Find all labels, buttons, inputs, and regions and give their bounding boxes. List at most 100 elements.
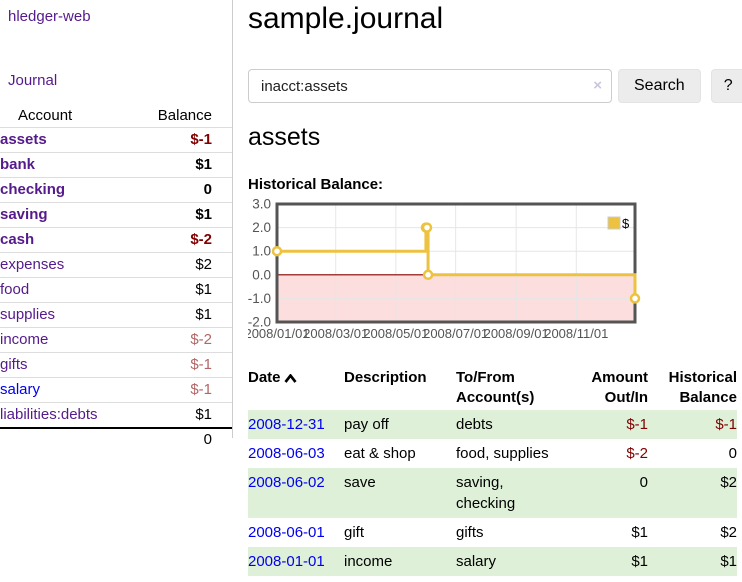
transaction-amount: $1 [631,524,648,541]
account-balance: $-2 [190,331,212,348]
brand-link[interactable]: hledger-web [8,8,91,25]
account-row-income: income $-2 [0,327,232,353]
account-balance: $1 [195,281,212,298]
transaction-amount: 0 [639,474,648,491]
register-row: 2008-06-01 gift gifts $1 $2 [248,518,737,547]
account-row-salary: salary $-1 [0,377,232,403]
transaction-description: save [344,474,376,491]
transaction-amount: $1 [631,553,648,570]
account-link[interactable]: assets [0,131,47,148]
transaction-date-link[interactable]: 2008-12-31 [248,416,325,433]
svg-text:0.0: 0.0 [252,267,271,282]
account-balance: $1 [195,306,212,323]
register-row: 2008-06-02 save saving, checking 0 $2 [248,468,737,518]
account-balance: $-1 [190,131,212,148]
account-link[interactable]: expenses [0,256,65,273]
svg-text:1.0: 1.0 [252,244,271,259]
accounts-total-value: 0 [203,431,212,448]
balance-column-header: Balance [157,107,212,124]
transaction-description: gift [344,524,365,541]
transaction-amount: $-1 [626,416,648,433]
svg-text:2008/11/01: 2008/11/01 [544,326,608,340]
account-row-assets: assets $-1 [0,128,232,153]
page-title: sample.journal [248,2,444,35]
date-column-header[interactable]: Date [248,366,344,410]
account-balance: $1 [195,206,212,223]
account-link[interactable]: bank [0,156,36,173]
description-column-header: Description [344,369,427,386]
account-row-expenses: expenses $2 [0,252,232,278]
transaction-date-link[interactable]: 2008-01-01 [248,553,325,570]
account-column-header: Account [18,107,73,124]
account-link[interactable]: saving [0,206,48,223]
svg-text:2008/07/01: 2008/07/01 [423,326,488,340]
account-link[interactable]: cash [0,231,35,248]
account-balance: $-1 [190,381,212,398]
transaction-date-link[interactable]: 2008-06-02 [248,474,325,491]
svg-text:2008/03/01: 2008/03/01 [303,326,368,340]
register-row: 2008-06-03 eat & shop food, supplies $-2 0 [248,439,737,468]
account-heading: assets [248,123,321,151]
transaction-accounts: gifts [456,524,484,541]
help-button[interactable]: ? [710,69,742,103]
balance-column-header-main: Historical Balance [668,369,737,406]
account-link[interactable]: gifts [0,356,28,373]
sort-ascending-icon [283,369,297,389]
accounts-table-header: Account Balance [0,104,232,128]
main-content: sample.journal × Search ? assets Histori… [244,0,742,576]
account-link[interactable]: salary [0,381,41,398]
svg-text:-2.0: -2.0 [248,315,271,330]
accounts-balance-table: Account Balance assets $-1 bank $1 checking 0… [0,104,232,452]
transaction-balance: $2 [720,474,737,491]
sidebar: hledger-web Journal Account Balance asse… [0,0,233,448]
account-row-gifts: gifts $-1 [0,352,232,378]
transaction-balance: 0 [728,445,737,462]
search-input[interactable] [248,69,612,103]
transaction-description: eat & shop [344,445,416,462]
svg-text:-1.0: -1.0 [248,291,271,306]
account-link[interactable]: food [0,281,30,298]
transaction-accounts: saving, checking [456,474,516,512]
sidebar-item-journal[interactable]: Journal [8,72,58,89]
account-balance: $1 [195,156,212,173]
account-link[interactable]: checking [0,181,66,198]
transaction-date-link[interactable]: 2008-06-03 [248,445,325,462]
amount-column-header: Amount Out/In [591,369,648,406]
transaction-description: pay off [344,416,389,433]
transaction-balance: $2 [720,524,737,541]
account-row-food: food $1 [0,277,232,303]
accounts-total-row: 0 [0,428,232,452]
account-link[interactable]: income [0,331,49,348]
transaction-date-link[interactable]: 2008-06-01 [248,524,325,541]
account-balance: $1 [195,406,212,423]
transaction-amount: $-2 [626,445,648,462]
account-row-liabilities-debts: liabilities:debts $1 [0,402,232,429]
account-row-saving: saving $1 [0,202,232,228]
transaction-balance: $-1 [715,416,737,433]
transaction-accounts: debts [456,416,493,433]
svg-text:2.0: 2.0 [252,220,271,235]
register-table: Date Description To/From Account(s) Amou… [248,366,737,576]
historical-balance-chart: $3.0 2.0 1.0 0.0 -1.0 -2.0 2008/01/01 2008/03/0… [244,197,737,344]
register-row: 2008-12-31 pay off debts $-1 $-1 [248,410,737,439]
account-row-checking: checking 0 [0,177,232,203]
transaction-accounts: salary [456,553,497,570]
account-link[interactable]: liabilities:debts [0,406,98,423]
search-form: × Search ? [248,69,742,103]
svg-text:2008/05/01: 2008/05/01 [363,326,428,340]
account-row-cash: cash $-2 [0,227,232,253]
account-balance: $-2 [190,231,212,248]
svg-text:3.0: 3.0 [252,198,271,212]
svg-text:2008/01/01: 2008/01/01 [248,326,310,340]
search-button[interactable]: Search [618,69,701,103]
register-row: 2008-01-01 income salary $1 $1 [248,547,737,576]
svg-text:2008/09/01: 2008/09/01 [484,326,549,340]
clear-search-icon[interactable]: × [593,77,602,94]
account-balance: $2 [195,256,212,273]
account-row-bank: bank $1 [0,152,232,178]
svg-text:$: $ [622,216,630,231]
accounts-column-header: To/From Account(s) [456,369,535,406]
account-balance: $-1 [190,356,212,373]
account-link[interactable]: supplies [0,306,56,323]
transaction-description: income [344,553,393,570]
